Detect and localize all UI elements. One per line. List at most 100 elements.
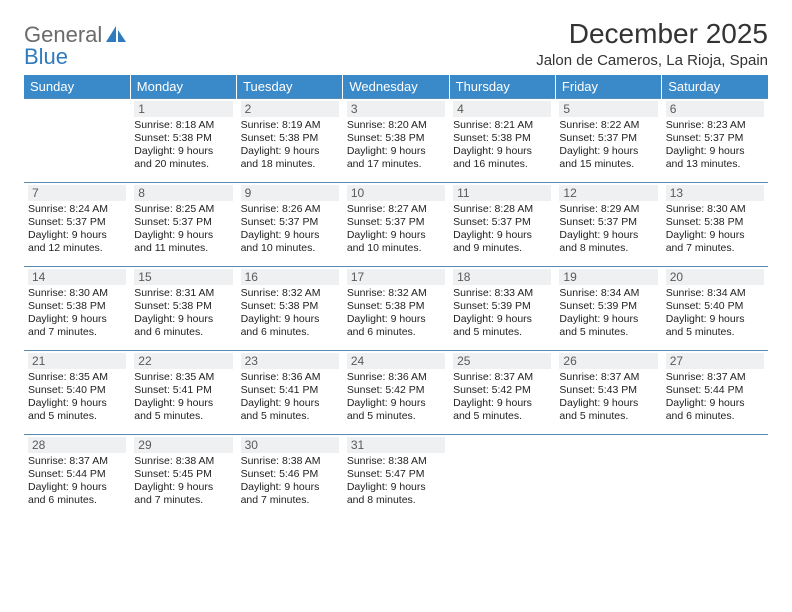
calendar-week-row: 28 Sunrise: 8:37 AMSunset: 5:44 PMDayligh… <box>24 435 768 519</box>
calendar-week-row: 7Sunrise: 8:24 AMSunset: 5:37 PMDaylight… <box>24 183 768 267</box>
day-info: Sunrise: 8:25 AMSunset: 5:37 PMDaylight:… <box>134 203 232 256</box>
calendar-week-row: 21 Sunrise: 8:35 AMSunset: 5:40 PMDayligh… <box>24 351 768 435</box>
calendar-day-cell: 17Sunrise: 8:32 AMSunset: 5:38 PMDayligh… <box>343 267 449 351</box>
calendar-day-cell: 6 Sunrise: 8:23 AMSunset: 5:37 PMDaylight… <box>662 99 768 183</box>
day-number: 10 <box>347 185 445 201</box>
day-info: Sunrise: 8:37 AMSunset: 5:43 PMDaylight:… <box>559 371 657 424</box>
calendar-day-cell: 10 Sunrise: 8:27 AMSunset: 5:37 PMDayligh… <box>343 183 449 267</box>
calendar-day-cell: 21 Sunrise: 8:35 AMSunset: 5:40 PMDayligh… <box>24 351 130 435</box>
calendar-day-cell: 1 Sunrise: 8:18 AMSunset: 5:38 PMDaylight… <box>130 99 236 183</box>
day-number: 1 <box>134 101 232 117</box>
calendar-day-cell: 19 Sunrise: 8:34 AMSunset: 5:39 PMDayligh… <box>555 267 661 351</box>
calendar-day-cell: 13Sunrise: 8:30 AMSunset: 5:38 PMDayligh… <box>662 183 768 267</box>
day-info: Sunrise: 8:34 AMSunset: 5:39 PMDaylight:… <box>559 287 657 340</box>
title-block: December 2025 Jalon de Cameros, La Rioja… <box>536 18 768 69</box>
day-info: Sunrise: 8:37 AMSunset: 5:44 PMDaylight:… <box>28 455 126 508</box>
day-number: 12 <box>559 185 657 201</box>
day-number: 29 <box>134 437 232 453</box>
weekday-header: Monday <box>130 75 236 99</box>
calendar-body: 1 Sunrise: 8:18 AMSunset: 5:38 PMDaylight… <box>24 99 768 519</box>
day-info: Sunrise: 8:37 AMSunset: 5:42 PMDaylight:… <box>453 371 551 424</box>
weekday-header: Wednesday <box>343 75 449 99</box>
calendar-day-cell: 27 Sunrise: 8:37 AMSunset: 5:44 PMDayligh… <box>662 351 768 435</box>
day-number: 16 <box>241 269 339 285</box>
day-number: 25 <box>453 353 551 369</box>
day-number: 19 <box>559 269 657 285</box>
day-number: 22 <box>134 353 232 369</box>
weekday-header: Friday <box>555 75 661 99</box>
day-info: Sunrise: 8:30 AMSunset: 5:38 PMDaylight:… <box>666 203 764 256</box>
day-number: 3 <box>347 101 445 117</box>
day-info: Sunrise: 8:27 AMSunset: 5:37 PMDaylight:… <box>347 203 445 256</box>
day-info: Sunrise: 8:36 AMSunset: 5:42 PMDaylight:… <box>347 371 445 424</box>
calendar-day-cell: 23 Sunrise: 8:36 AMSunset: 5:41 PMDayligh… <box>237 351 343 435</box>
calendar-day-cell: 5 Sunrise: 8:22 AMSunset: 5:37 PMDaylight… <box>555 99 661 183</box>
day-info: Sunrise: 8:36 AMSunset: 5:41 PMDaylight:… <box>241 371 339 424</box>
calendar-day-cell <box>449 435 555 519</box>
calendar-day-cell: 16Sunrise: 8:32 AMSunset: 5:38 PMDayligh… <box>237 267 343 351</box>
calendar-day-cell: 29Sunrise: 8:38 AMSunset: 5:45 PMDayligh… <box>130 435 236 519</box>
day-number: 4 <box>453 101 551 117</box>
day-info: Sunrise: 8:28 AMSunset: 5:37 PMDaylight:… <box>453 203 551 256</box>
day-number: 17 <box>347 269 445 285</box>
brand-logo: General Blue <box>24 24 130 68</box>
day-number: 30 <box>241 437 339 453</box>
calendar-day-cell: 28 Sunrise: 8:37 AMSunset: 5:44 PMDayligh… <box>24 435 130 519</box>
calendar-day-cell <box>24 99 130 183</box>
day-info: Sunrise: 8:37 AMSunset: 5:44 PMDaylight:… <box>666 371 764 424</box>
calendar-day-cell: 11 Sunrise: 8:28 AMSunset: 5:37 PMDayligh… <box>449 183 555 267</box>
calendar-day-cell: 14Sunrise: 8:30 AMSunset: 5:38 PMDayligh… <box>24 267 130 351</box>
calendar-week-row: 14Sunrise: 8:30 AMSunset: 5:38 PMDayligh… <box>24 267 768 351</box>
day-number: 15 <box>134 269 232 285</box>
day-info: Sunrise: 8:29 AMSunset: 5:37 PMDaylight:… <box>559 203 657 256</box>
weekday-header: Saturday <box>662 75 768 99</box>
day-number: 26 <box>559 353 657 369</box>
day-info: Sunrise: 8:22 AMSunset: 5:37 PMDaylight:… <box>559 119 657 172</box>
day-number: 11 <box>453 185 551 201</box>
day-number: 14 <box>28 269 126 285</box>
page-header: General Blue December 2025 Jalon de Came… <box>24 18 768 69</box>
day-number: 9 <box>241 185 339 201</box>
day-info: Sunrise: 8:21 AMSunset: 5:38 PMDaylight:… <box>453 119 551 172</box>
day-number: 28 <box>28 437 126 453</box>
day-number: 31 <box>347 437 445 453</box>
location-subtitle: Jalon de Cameros, La Rioja, Spain <box>536 52 768 69</box>
calendar-day-cell: 30 Sunrise: 8:38 AMSunset: 5:46 PMDayligh… <box>237 435 343 519</box>
day-number: 27 <box>666 353 764 369</box>
calendar-day-cell: 25 Sunrise: 8:37 AMSunset: 5:42 PMDayligh… <box>449 351 555 435</box>
calendar-day-cell: 2 Sunrise: 8:19 AMSunset: 5:38 PMDaylight… <box>237 99 343 183</box>
calendar-day-cell: 22 Sunrise: 8:35 AMSunset: 5:41 PMDayligh… <box>130 351 236 435</box>
day-info: Sunrise: 8:20 AMSunset: 5:38 PMDaylight:… <box>347 119 445 172</box>
day-number: 5 <box>559 101 657 117</box>
day-info: Sunrise: 8:35 AMSunset: 5:41 PMDaylight:… <box>134 371 232 424</box>
sail-icon <box>104 24 130 47</box>
day-number: 2 <box>241 101 339 117</box>
calendar-day-cell: 7Sunrise: 8:24 AMSunset: 5:37 PMDaylight… <box>24 183 130 267</box>
day-info: Sunrise: 8:19 AMSunset: 5:38 PMDaylight:… <box>241 119 339 172</box>
month-title: December 2025 <box>536 18 768 50</box>
calendar-day-cell: 4 Sunrise: 8:21 AMSunset: 5:38 PMDaylight… <box>449 99 555 183</box>
calendar-day-cell: 9Sunrise: 8:26 AMSunset: 5:37 PMDaylight… <box>237 183 343 267</box>
day-info: Sunrise: 8:23 AMSunset: 5:37 PMDaylight:… <box>666 119 764 172</box>
calendar-day-cell: 24Sunrise: 8:36 AMSunset: 5:42 PMDayligh… <box>343 351 449 435</box>
day-info: Sunrise: 8:18 AMSunset: 5:38 PMDaylight:… <box>134 119 232 172</box>
day-number: 20 <box>666 269 764 285</box>
day-number: 6 <box>666 101 764 117</box>
calendar-day-cell: 31Sunrise: 8:38 AMSunset: 5:47 PMDayligh… <box>343 435 449 519</box>
weekday-header: Sunday <box>24 75 130 99</box>
calendar-week-row: 1 Sunrise: 8:18 AMSunset: 5:38 PMDaylight… <box>24 99 768 183</box>
day-number: 21 <box>28 353 126 369</box>
calendar-day-cell: 26 Sunrise: 8:37 AMSunset: 5:43 PMDayligh… <box>555 351 661 435</box>
day-info: Sunrise: 8:35 AMSunset: 5:40 PMDaylight:… <box>28 371 126 424</box>
day-info: Sunrise: 8:34 AMSunset: 5:40 PMDaylight:… <box>666 287 764 340</box>
day-number: 23 <box>241 353 339 369</box>
day-number: 18 <box>453 269 551 285</box>
calendar-day-cell: 20 Sunrise: 8:34 AMSunset: 5:40 PMDayligh… <box>662 267 768 351</box>
brand-text-2: Blue <box>24 47 130 68</box>
calendar-header-row: SundayMondayTuesdayWednesdayThursdayFrid… <box>24 75 768 99</box>
calendar-day-cell: 3 Sunrise: 8:20 AMSunset: 5:38 PMDaylight… <box>343 99 449 183</box>
calendar-day-cell <box>662 435 768 519</box>
weekday-header: Thursday <box>449 75 555 99</box>
day-info: Sunrise: 8:31 AMSunset: 5:38 PMDaylight:… <box>134 287 232 340</box>
day-info: Sunrise: 8:38 AMSunset: 5:46 PMDaylight:… <box>241 455 339 508</box>
